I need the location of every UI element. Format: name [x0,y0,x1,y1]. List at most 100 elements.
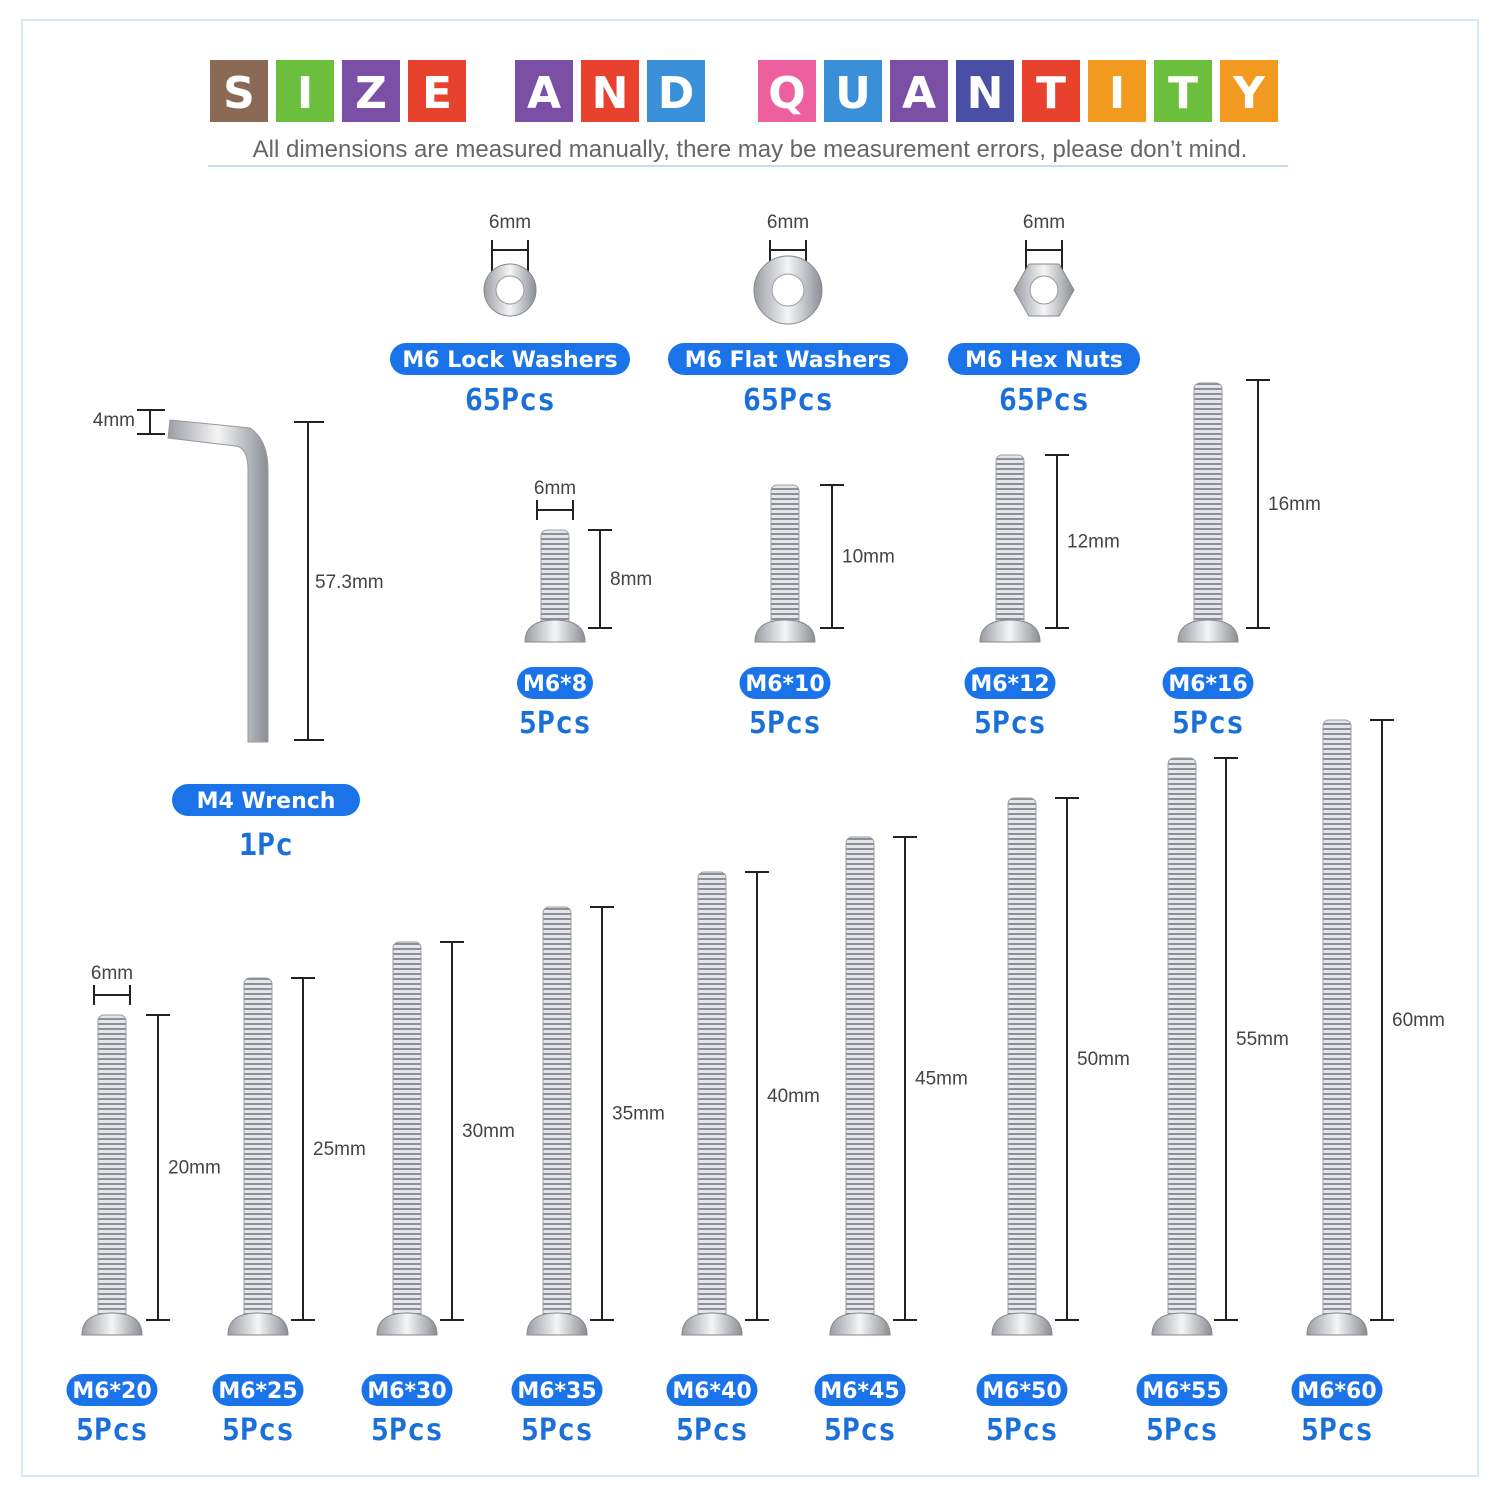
washer-hole [1029,275,1059,305]
screw-shaft [1322,719,1352,1322]
dimension-line [590,906,614,1321]
item-qty: 5Pcs [222,1413,294,1448]
item-name: M6*45 [820,1379,899,1404]
screw-shaft [697,871,727,1322]
dimension-line [291,977,315,1321]
title-letter: T [1036,68,1066,119]
item-qty: 5Pcs [749,706,821,741]
title-tile [956,60,1014,122]
title-letter: S [223,68,255,119]
title-letter: T [1168,68,1198,119]
item-name: M6*16 [1168,672,1247,697]
dimension-line [893,836,917,1321]
item-qty: 5Pcs [986,1413,1058,1448]
title-letter: I [1109,68,1125,119]
label-pill [517,667,593,699]
label-pill [172,784,360,816]
screw-head [227,1312,289,1336]
screw-shaft [392,941,422,1322]
screw-head [526,1312,588,1336]
label-pill [212,1374,304,1406]
label-pill [666,1374,758,1406]
dimension: 20mm [168,1158,221,1179]
item-qty: 5Pcs [371,1413,443,1448]
screw-head [524,619,586,643]
dimension: 50mm [1077,1049,1130,1070]
dimension: 30mm [462,1121,515,1142]
screw-shaft [1167,757,1197,1322]
label-pill [390,343,630,375]
screw-shaft [243,977,273,1322]
item-name: M6*55 [1142,1379,1221,1404]
item-qty: 5Pcs [1301,1413,1373,1448]
item-qty: 1Pc [239,828,293,863]
screw-head [829,1312,891,1336]
dimension: 40mm [767,1086,820,1107]
item-qty: 65Pcs [743,383,833,418]
screw-head [1151,1312,1213,1336]
screw-shaft [770,484,800,629]
label-pill [511,1374,603,1406]
dimension-line [1370,719,1394,1321]
title-letter: D [658,68,695,119]
title-tile [647,60,705,122]
dimension: 16mm [1268,494,1321,515]
dimension-line [820,484,844,629]
title-tile [210,60,268,122]
label-pill [66,1374,158,1406]
dimension-line [588,529,612,629]
dimension: 6mm [91,963,133,984]
title-tile [581,60,639,122]
title-letter: A [527,68,561,119]
label-pill [948,343,1140,375]
dimension-line [294,421,324,741]
item-qty: 5Pcs [521,1413,593,1448]
title-letter: Q [768,68,805,119]
frame [21,19,1479,1477]
screw-shaft [1193,382,1223,629]
screw-head [1306,1312,1368,1336]
label-pill [976,1374,1068,1406]
item-qty: 5Pcs [824,1413,896,1448]
label-pill [668,343,908,375]
dimension-line [93,985,131,1005]
dimension-line [1055,797,1079,1321]
dimension: 6mm [767,212,809,233]
dimension: 57.3mm [315,572,384,593]
title-letter: Y [1232,68,1266,119]
label-pill [814,1374,906,1406]
screw-shaft [1007,797,1037,1322]
item-name: M6*8 [523,672,587,697]
item-name: M4 Wrench [197,789,336,814]
label-pill [361,1374,453,1406]
title-tile [1220,60,1278,122]
item-name: M6*30 [367,1379,446,1404]
dimension: 6mm [534,478,576,499]
item-name: M6*40 [672,1379,751,1404]
item-qty: 5Pcs [1146,1413,1218,1448]
item-qty: 65Pcs [465,383,555,418]
label-pill [739,667,831,699]
item-qty: 5Pcs [676,1413,748,1448]
title-tile [515,60,573,122]
item-qty: 65Pcs [999,383,1089,418]
title-letter: E [422,68,452,119]
item-qty: 5Pcs [519,706,591,741]
label-pill [964,667,1056,699]
washer-hole [771,273,805,307]
screw-head [1177,619,1239,643]
dimension: 55mm [1236,1029,1289,1050]
dimension: 60mm [1392,1010,1445,1031]
dimension: 45mm [915,1069,968,1090]
dimension-line [440,941,464,1321]
label-pill [1291,1374,1383,1406]
screw-head [991,1312,1053,1336]
screw-head [376,1312,438,1336]
item-name: M6*12 [970,672,1049,697]
title-letter: A [902,68,936,119]
title-letter: I [297,68,313,119]
washer-hole [495,275,525,305]
dimension: 25mm [313,1139,366,1160]
title-letter: N [967,68,1004,119]
